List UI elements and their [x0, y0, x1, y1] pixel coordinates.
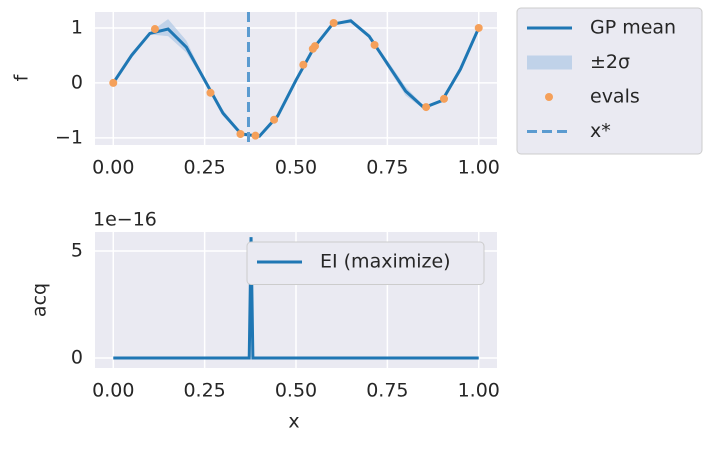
- eval-point: [270, 115, 279, 124]
- legend-label: EI (maximize): [320, 251, 451, 273]
- x-tick-label: 0.25: [183, 380, 225, 402]
- legend-box: [516, 7, 703, 155]
- eval-point: [329, 18, 338, 27]
- x-tick-label: 0.75: [366, 380, 408, 402]
- x-tick-label: 0.50: [275, 157, 317, 179]
- x-tick-label: 0.25: [183, 157, 225, 179]
- x-tick-label: 0.00: [92, 380, 134, 402]
- eval-point: [150, 25, 159, 34]
- eval-point: [236, 130, 245, 139]
- legend-box: [246, 241, 485, 285]
- y-axis-label: f: [11, 73, 33, 81]
- x-axis-label: x: [288, 411, 299, 433]
- eval-point: [422, 103, 431, 112]
- x-tick-label: 0.75: [366, 157, 408, 179]
- eval-point: [440, 94, 449, 103]
- legend-label: ±2σ: [590, 51, 630, 73]
- y-tick-label: 0: [71, 71, 83, 93]
- legend-swatch: [527, 55, 572, 70]
- legend-label: x*: [590, 120, 611, 142]
- legend-label: GP mean: [590, 17, 676, 39]
- mean-line: [112, 19, 481, 138]
- eval-point: [370, 40, 379, 49]
- y-tick-label: 5: [71, 240, 83, 262]
- x-tick-label: 0.00: [92, 157, 134, 179]
- x-tick-label: 0.50: [275, 380, 317, 402]
- legend-swatch: [545, 93, 553, 101]
- eval-point: [299, 60, 308, 69]
- eval-point: [474, 23, 483, 32]
- y-axis-label: acq: [29, 283, 51, 317]
- x-tick-label: 1.00: [458, 157, 500, 179]
- y-offset-text: 1e−16: [93, 209, 157, 231]
- eval-point: [251, 131, 260, 140]
- legend-label: evals: [590, 86, 640, 108]
- eval-point: [311, 42, 320, 51]
- eval-point: [109, 78, 118, 87]
- y-tick-label: 0: [71, 346, 83, 368]
- y-tick-label: −1: [55, 126, 83, 148]
- y-tick-label: 1: [71, 16, 83, 38]
- x-tick-label: 1.00: [458, 380, 500, 402]
- mean-line: [113, 237, 479, 360]
- eval-point: [206, 88, 215, 97]
